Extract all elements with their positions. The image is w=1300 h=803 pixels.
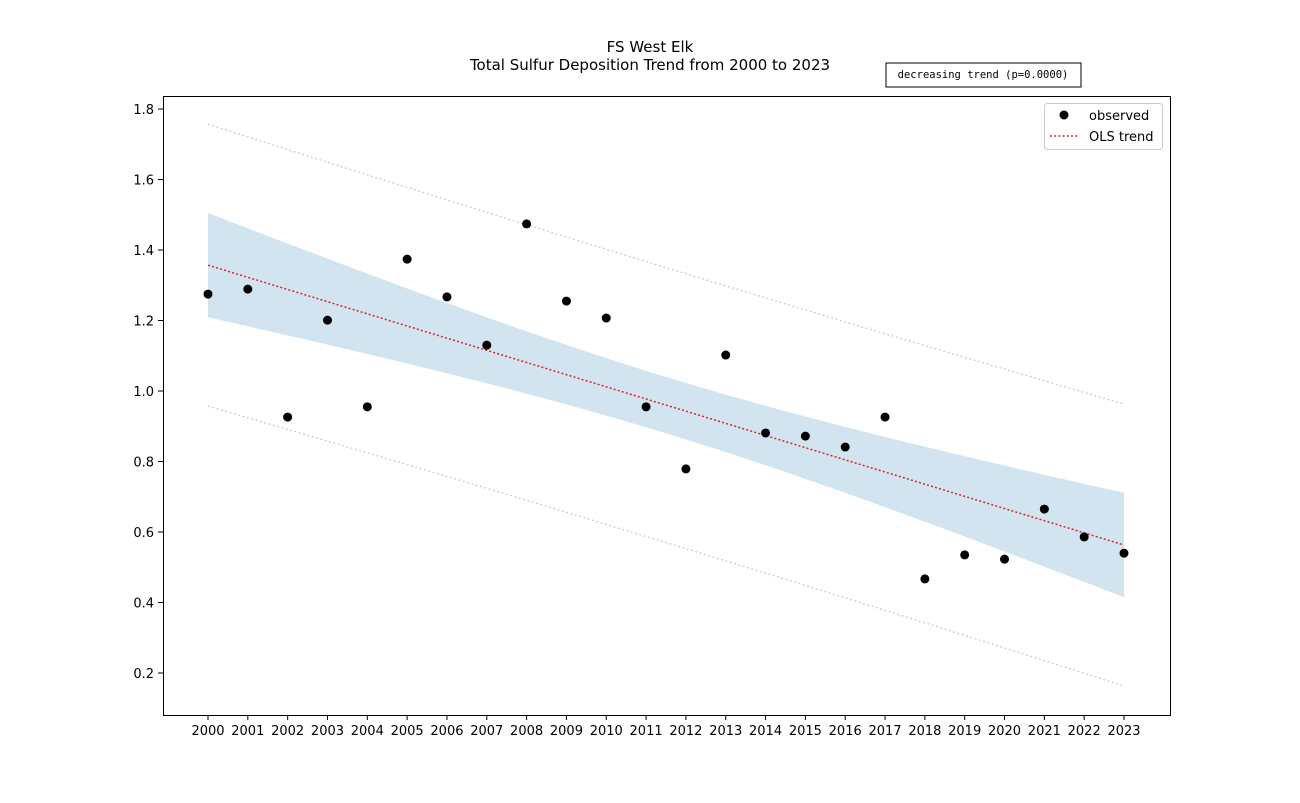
observed-point — [482, 340, 492, 350]
y-tick-label: 1.8 — [133, 103, 154, 118]
observed-point — [1119, 548, 1129, 558]
observed-point — [402, 254, 412, 264]
observed-point — [561, 296, 571, 306]
annotation-text: decreasing trend (p=0.0000) — [898, 69, 1069, 81]
x-tick-label: 2015 — [789, 724, 822, 739]
annotation-box: decreasing trend (p=0.0000) — [885, 62, 1082, 88]
observed-point — [442, 292, 452, 302]
chart-title: FS West Elk — [607, 38, 694, 56]
prediction-band-upper — [207, 123, 1125, 405]
observed-point — [203, 289, 213, 299]
legend-label-observed: observed — [1089, 109, 1149, 124]
x-tick-label: 2005 — [391, 724, 424, 739]
observed-point — [920, 574, 930, 584]
legend-label-trend: OLS trend — [1089, 130, 1154, 145]
x-tick-label: 2013 — [709, 724, 742, 739]
observed-point — [362, 402, 372, 412]
x-tick-label: 2021 — [1028, 724, 1061, 739]
observed-point — [322, 315, 332, 325]
observed-point — [960, 550, 970, 560]
ols-trend-line — [207, 264, 1125, 546]
y-tick-label: 0.6 — [133, 526, 154, 541]
x-tick-label: 2008 — [510, 724, 543, 739]
observed-point — [283, 412, 293, 422]
x-tick-label: 2014 — [749, 724, 782, 739]
x-tick-label: 2004 — [351, 724, 384, 739]
legend-marker-observed — [1059, 110, 1069, 120]
observed-point — [761, 428, 771, 438]
y-tick-label: 0.8 — [133, 456, 154, 471]
chart-subtitle: Total Sulfur Deposition Trend from 2000 … — [469, 56, 830, 74]
x-tick-label: 2018 — [908, 724, 941, 739]
observed-point — [243, 284, 253, 294]
x-tick-label: 2019 — [948, 724, 981, 739]
x-tick-label: 2003 — [311, 724, 344, 739]
observed-point — [800, 431, 810, 441]
x-tick-label: 2006 — [430, 724, 463, 739]
observed-point — [522, 219, 532, 229]
y-tick-label: 1.6 — [133, 174, 154, 189]
x-tick-label: 2017 — [868, 724, 901, 739]
observed-point — [1000, 554, 1010, 564]
y-tick-label: 1.0 — [133, 385, 154, 400]
axes-frame — [163, 96, 1171, 716]
x-tick-label: 2000 — [191, 724, 224, 739]
x-tick-label: 2010 — [590, 724, 623, 739]
x-tick-label: 2002 — [271, 724, 304, 739]
observed-point — [1079, 532, 1089, 542]
legend: observed OLS trend — [1044, 103, 1163, 150]
observed-point — [721, 350, 731, 360]
y-tick-label: 0.2 — [133, 667, 154, 682]
y-tick-label: 1.4 — [133, 244, 154, 259]
x-tick-label: 2023 — [1107, 724, 1140, 739]
observed-point — [1039, 504, 1049, 514]
x-tick-label: 2012 — [669, 724, 702, 739]
y-tick-label: 0.4 — [133, 597, 154, 612]
observed-point — [880, 412, 890, 422]
x-tick-label: 2007 — [470, 724, 503, 739]
observed-point — [681, 464, 691, 474]
observed-point — [641, 402, 651, 412]
y-tick-label: 1.2 — [133, 315, 154, 330]
prediction-band-lower — [207, 405, 1125, 687]
observed-point — [840, 442, 850, 452]
x-tick-label: 2020 — [988, 724, 1021, 739]
x-tick-label: 2001 — [231, 724, 264, 739]
plot-area: 2000 2001 2002 2003 2004 2005 2006 2007 2008 2009… — [133, 103, 1140, 739]
x-tick-label: 2011 — [630, 724, 663, 739]
x-tick-label: 2016 — [829, 724, 862, 739]
x-tick-label: 2022 — [1068, 724, 1101, 739]
observed-point — [601, 313, 611, 323]
x-tick-label: 2009 — [550, 724, 583, 739]
